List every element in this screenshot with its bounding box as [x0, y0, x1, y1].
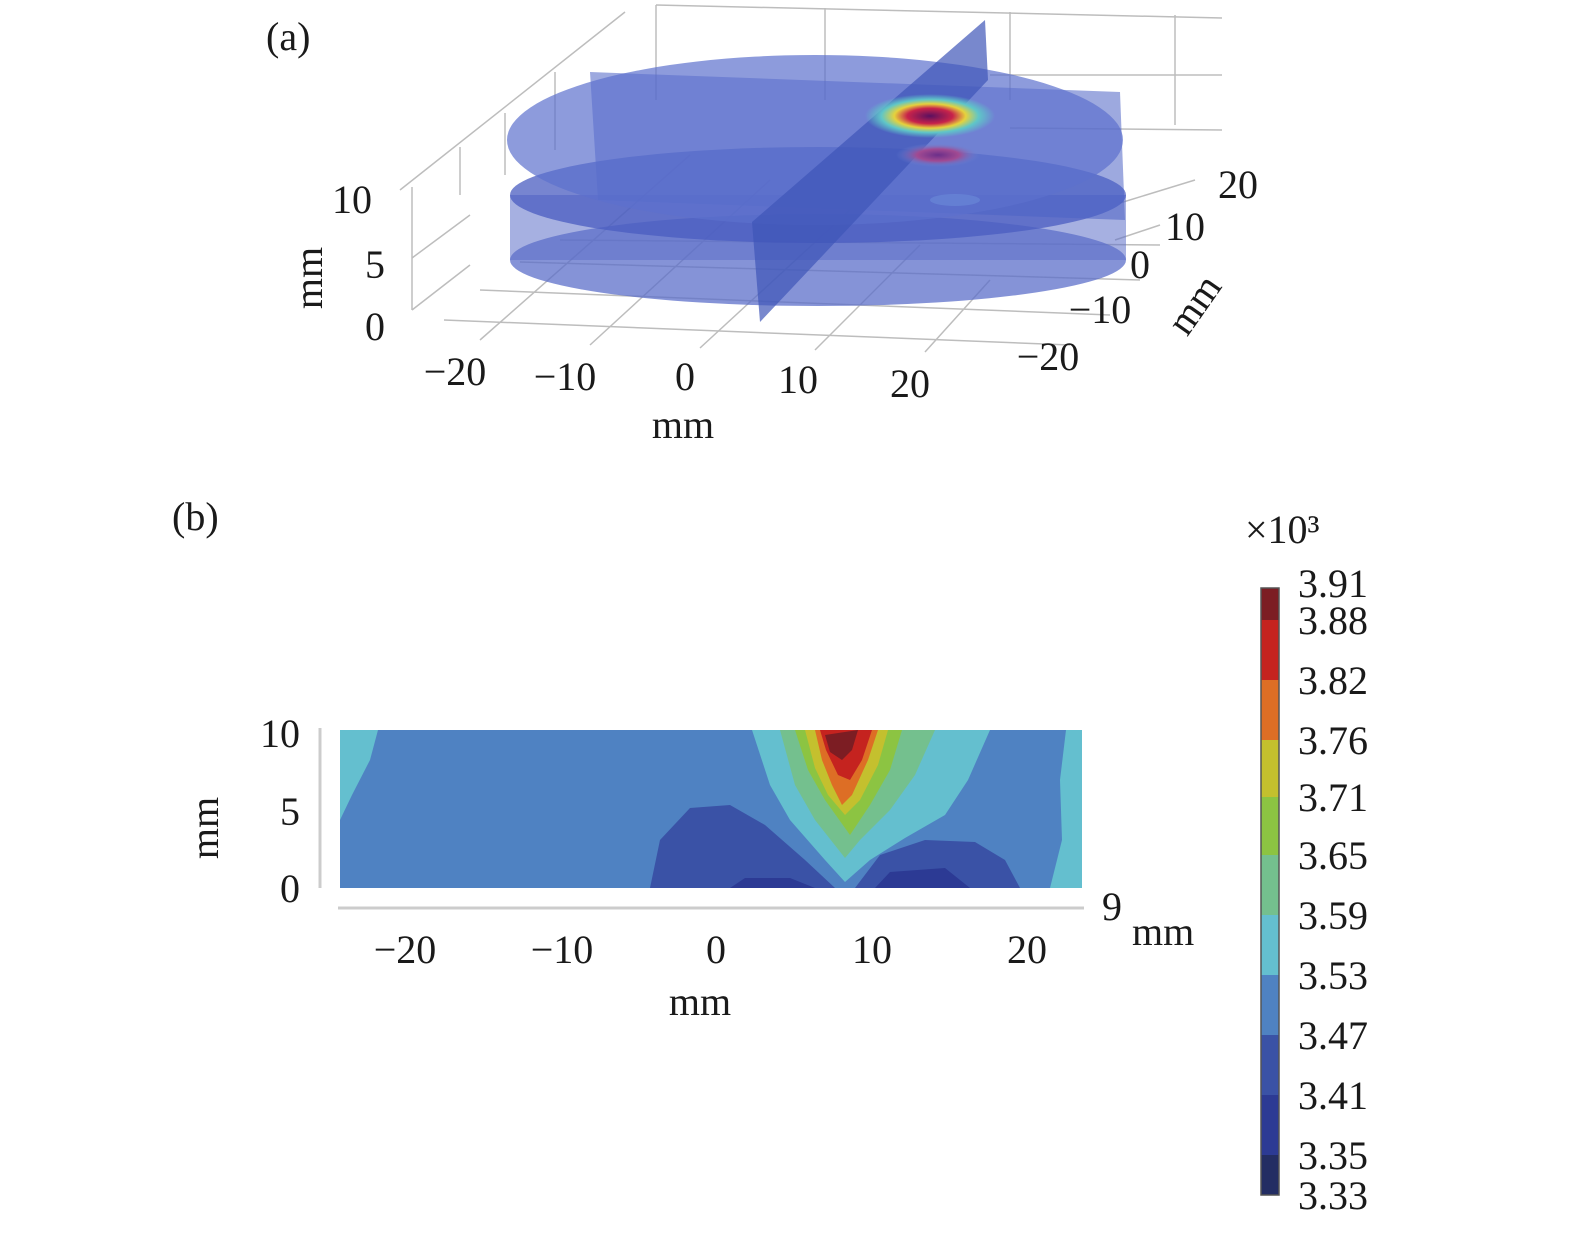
panel-b-contour	[340, 730, 1082, 888]
y-tick-10: 10	[1165, 204, 1205, 249]
b-x-tick-20: 20	[1007, 927, 1047, 972]
contour-level-3.35-left	[730, 878, 815, 888]
colorbar-swatch-3	[1261, 740, 1279, 797]
panel-a-z-ticks: 0 5 10	[332, 177, 385, 349]
y-tick-0: 0	[1130, 242, 1150, 287]
x-tick-10: 10	[778, 357, 818, 402]
colorbar-swatch-8	[1261, 1035, 1279, 1095]
x-tick-20: 20	[890, 361, 930, 406]
b-x-tick-n10: −10	[531, 927, 594, 972]
slice-value: 9	[1102, 884, 1122, 929]
colorbar-label-11: 3.33	[1298, 1173, 1368, 1218]
b-x-tick-0: 0	[706, 927, 726, 972]
colorbar-label-2: 3.82	[1298, 658, 1368, 703]
panel-a-y-ticks: −20 −10 0 10 20	[1017, 162, 1258, 379]
colorbar-label-3: 3.76	[1298, 718, 1368, 763]
colorbar-swatch-9	[1261, 1095, 1279, 1155]
colorbar-label-0: 3.91	[1298, 561, 1368, 606]
colorbar-swatch-10	[1261, 1155, 1279, 1195]
colorbar-label-5: 3.65	[1298, 833, 1368, 878]
colorbar-label-9: 3.41	[1298, 1073, 1368, 1118]
colorbar-swatch-1	[1261, 620, 1279, 680]
b-y-tick-5: 5	[280, 789, 300, 834]
panel-b-y-label: mm	[182, 797, 227, 859]
colorbar-label-6: 3.59	[1298, 893, 1368, 938]
contour-level-3.35-right	[875, 868, 970, 888]
contour-level-3.41-left	[650, 805, 835, 888]
x-tick-n20: −20	[424, 349, 487, 394]
colorbar-swatch-4	[1261, 797, 1279, 855]
colorbar-swatch-2	[1261, 680, 1279, 740]
colorbar-label-1: 3.88	[1298, 598, 1368, 643]
panel-b-label: (b)	[172, 494, 219, 539]
panel-b-x-ticks: −20 −10 0 10 20	[374, 927, 1047, 972]
panel-a-y-label: mm	[1158, 266, 1231, 343]
hotspot-low	[930, 194, 980, 206]
b-y-tick-10: 10	[260, 711, 300, 756]
hotspot-top	[865, 94, 995, 138]
x-tick-n10: −10	[534, 354, 597, 399]
y-tick-n10: −10	[1069, 287, 1132, 332]
y-tick-n20: −20	[1017, 334, 1080, 379]
contour-level-3.88	[825, 730, 858, 760]
b-x-tick-n20: −20	[374, 927, 437, 972]
colorbar-labels: 3.913.88 3.82 3.76 3.71 3.65 3.59 3.53 3.47 3.41…	[1298, 561, 1368, 1218]
panel-a: (a)	[266, 4, 1258, 447]
b-x-tick-10: 10	[852, 927, 892, 972]
colorbar-label-4: 3.71	[1298, 775, 1368, 820]
b-y-tick-0: 0	[280, 866, 300, 911]
colorbar: ×10³ 3.913.88 3.82 3.76 3.71 3.65 3.59 3.53 3.4…	[1245, 507, 1368, 1218]
contour-left-edge	[340, 730, 378, 820]
colorbar-swatch-0	[1261, 588, 1279, 620]
colorbar-swatch-6	[1261, 915, 1279, 975]
slice-unit: mm	[1132, 909, 1194, 954]
colorbar-label-7: 3.53	[1298, 953, 1368, 998]
contour-right-edge	[1050, 730, 1082, 888]
colorbar-swatch-5	[1261, 855, 1279, 915]
colorbar-swatches	[1261, 588, 1279, 1195]
panel-b-y-ticks: 10 5 0	[260, 711, 300, 911]
colorbar-swatch-7	[1261, 975, 1279, 1035]
panel-b: (b) 10 5 0 mm −20	[172, 494, 1194, 1024]
colorbar-multiplier: ×10³	[1245, 507, 1320, 552]
panel-a-x-ticks: −20 −10 0 10 20	[424, 349, 930, 406]
x-tick-0: 0	[675, 354, 695, 399]
colorbar-label-8: 3.47	[1298, 1013, 1368, 1058]
panel-b-x-label: mm	[669, 979, 731, 1024]
z-tick-5: 5	[365, 242, 385, 287]
panel-a-label: (a)	[266, 14, 310, 59]
z-tick-10: 10	[332, 177, 372, 222]
hotspot-mid	[896, 143, 980, 167]
panel-a-z-label: mm	[286, 247, 331, 309]
colorbar-label-10: 3.35	[1298, 1133, 1368, 1178]
panel-a-slices	[507, 20, 1126, 322]
colorbar-frame	[1260, 587, 1280, 1196]
z-tick-0: 0	[365, 304, 385, 349]
y-tick-20: 20	[1218, 162, 1258, 207]
panel-a-x-label: mm	[652, 402, 714, 447]
